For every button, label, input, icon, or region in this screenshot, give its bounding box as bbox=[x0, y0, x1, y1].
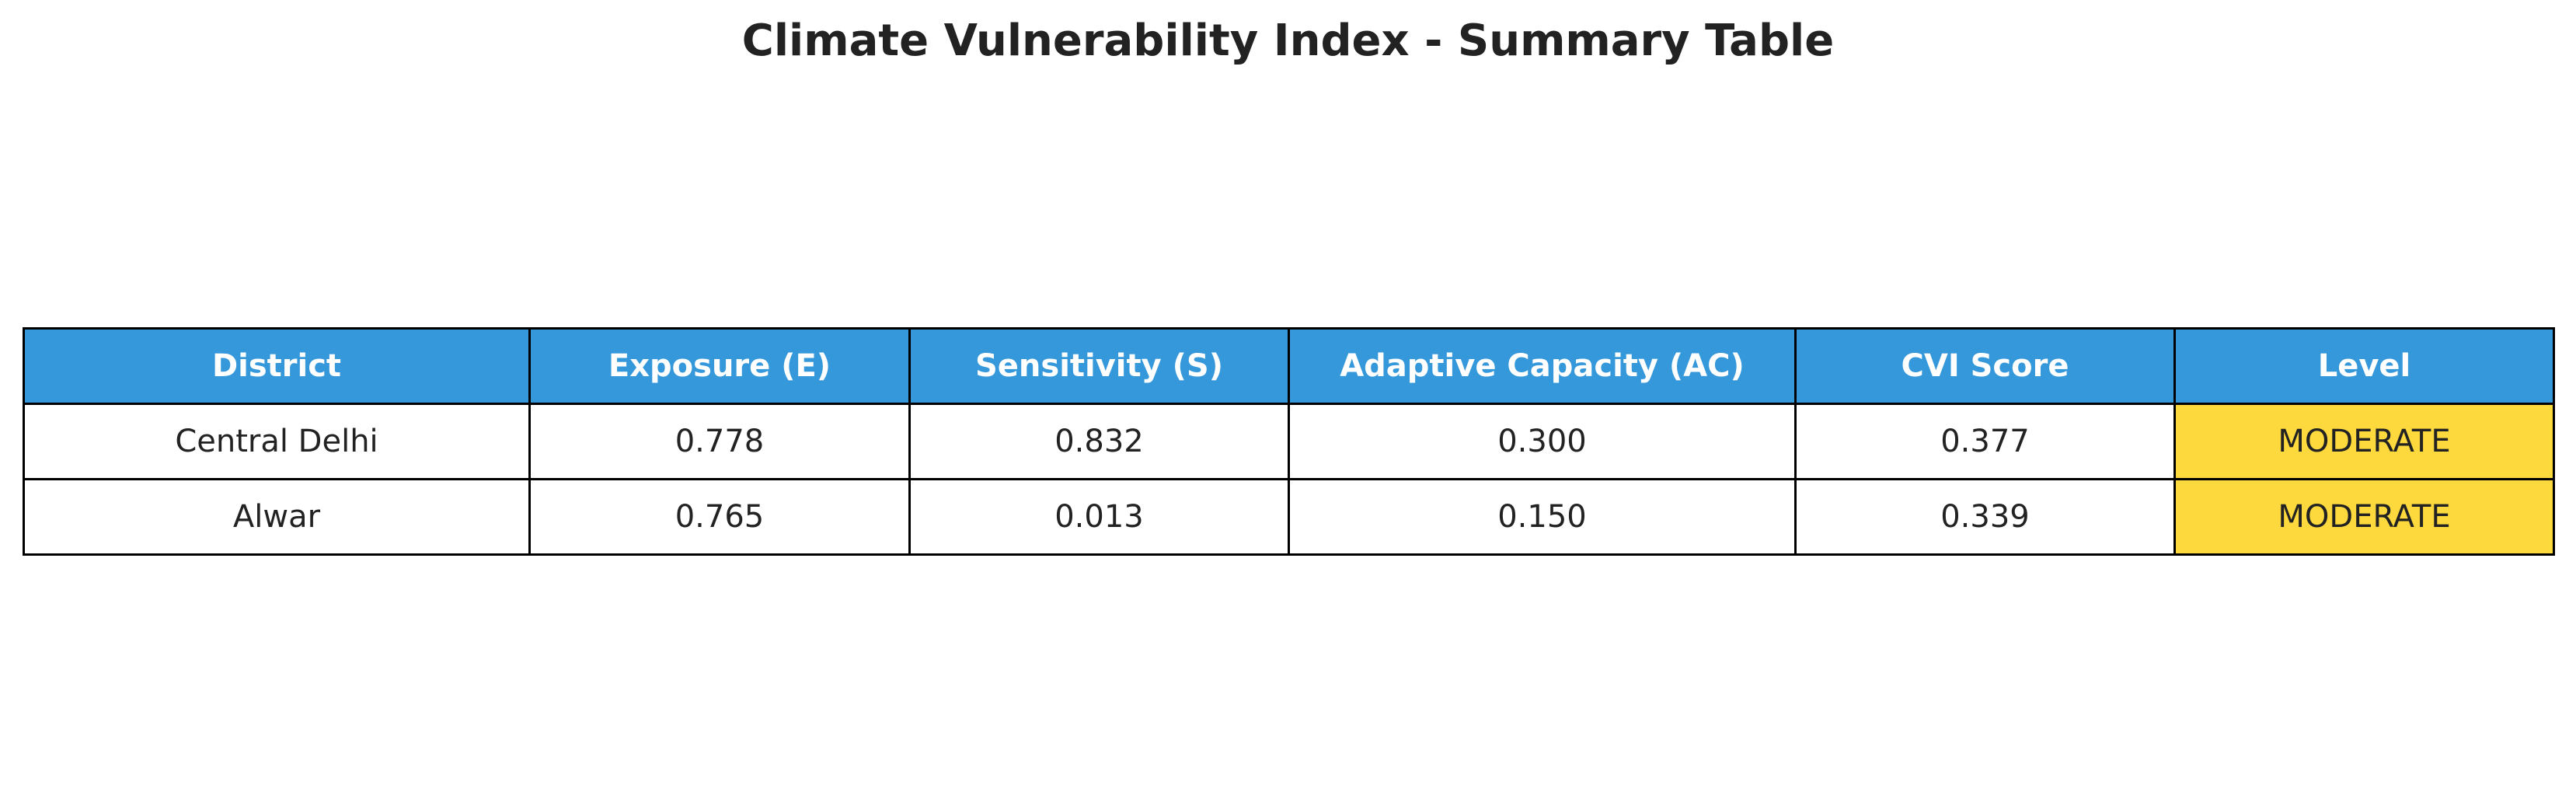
cell-adaptive-capacity: 0.300 bbox=[1288, 403, 1797, 480]
cell-sensitivity: 0.832 bbox=[908, 403, 1290, 480]
table-row: Central Delhi 0.778 0.832 0.300 0.377 MO… bbox=[23, 403, 2555, 480]
header-district: District bbox=[23, 327, 531, 405]
header-adaptive-capacity: Adaptive Capacity (AC) bbox=[1288, 327, 1797, 405]
cell-exposure: 0.765 bbox=[528, 478, 911, 556]
cell-sensitivity: 0.013 bbox=[908, 478, 1290, 556]
cell-cvi-score: 0.377 bbox=[1794, 403, 2176, 480]
chart-title: Climate Vulnerability Index - Summary Ta… bbox=[741, 16, 1835, 66]
cell-exposure: 0.778 bbox=[528, 403, 911, 480]
cell-adaptive-capacity: 0.150 bbox=[1288, 478, 1797, 556]
header-cvi-score: CVI Score bbox=[1794, 327, 2176, 405]
header-level: Level bbox=[2173, 327, 2555, 405]
cell-cvi-score: 0.339 bbox=[1794, 478, 2176, 556]
cell-district: Alwar bbox=[23, 478, 531, 556]
cell-level: MODERATE bbox=[2173, 478, 2555, 556]
table-header-row: District Exposure (E) Sensitivity (S) Ad… bbox=[23, 327, 2555, 405]
table-row: Alwar 0.765 0.013 0.150 0.339 MODERATE bbox=[23, 478, 2555, 556]
header-exposure: Exposure (E) bbox=[528, 327, 911, 405]
cvi-summary-table: District Exposure (E) Sensitivity (S) Ad… bbox=[23, 327, 2555, 556]
cell-level: MODERATE bbox=[2173, 403, 2555, 480]
header-sensitivity: Sensitivity (S) bbox=[908, 327, 1290, 405]
cell-district: Central Delhi bbox=[23, 403, 531, 480]
